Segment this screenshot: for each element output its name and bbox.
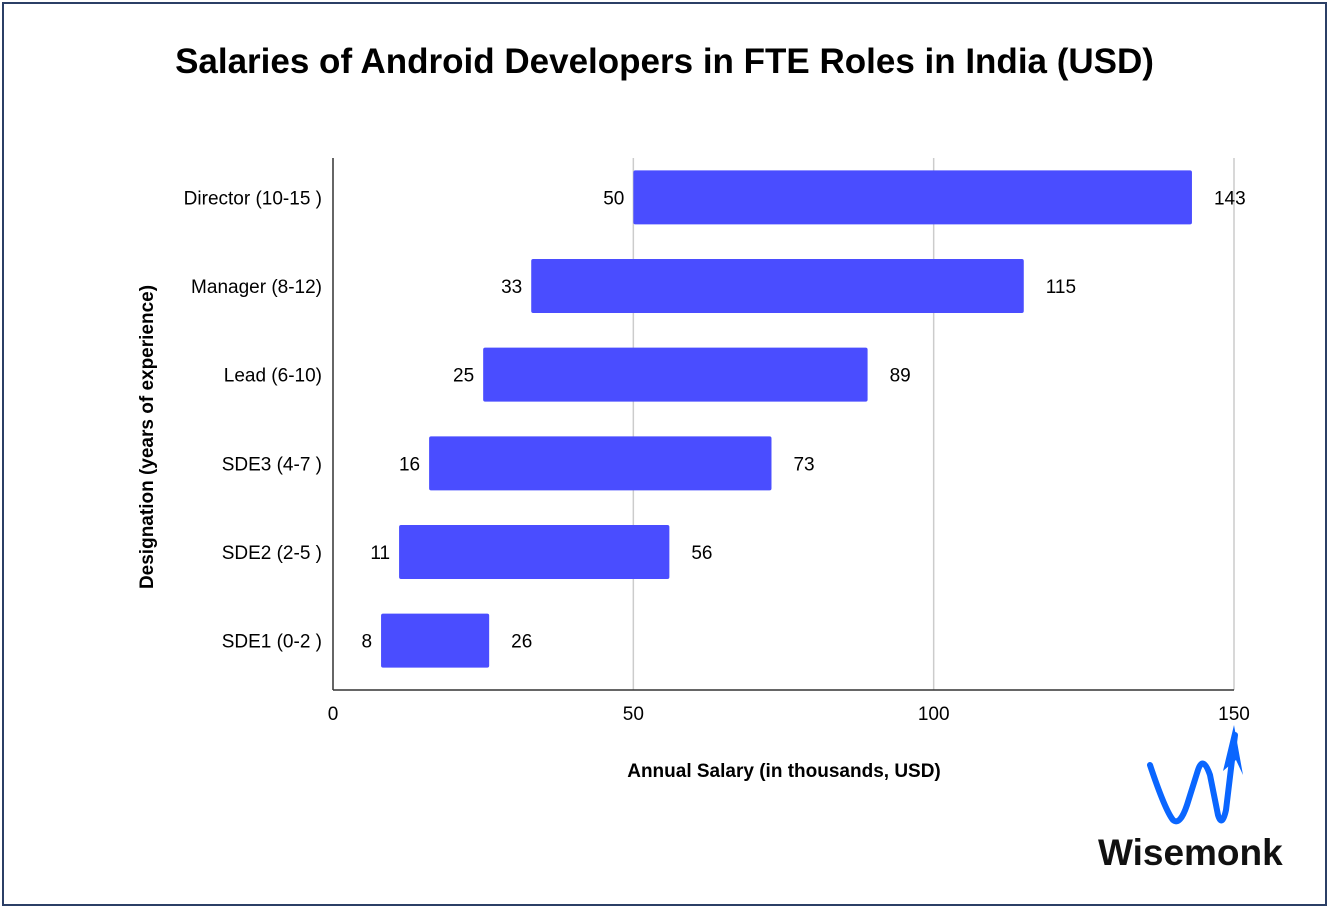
max-data-label: 26 <box>511 632 532 653</box>
bar <box>429 436 772 491</box>
logo-text: Wisemonk <box>1098 832 1283 873</box>
min-data-label: 11 <box>370 543 390 564</box>
chart-title: Salaries of Android Developers in FTE Ro… <box>175 42 1154 81</box>
min-data-label: 8 <box>361 632 372 653</box>
bar <box>531 259 1024 313</box>
y-category-label: SDE3 (4-7 ) <box>222 454 322 475</box>
x-tick-label: 0 <box>328 704 339 725</box>
min-data-label: 16 <box>399 454 420 475</box>
max-data-label: 143 <box>1214 188 1246 209</box>
y-axis-title: Designation (years of experience) <box>137 285 158 589</box>
max-data-label: 115 <box>1046 277 1076 298</box>
y-category-label: SDE2 (2-5 ) <box>222 543 322 564</box>
max-data-label: 56 <box>691 543 712 564</box>
max-data-label: 73 <box>793 454 814 475</box>
y-category-label: Manager (8-12) <box>191 277 322 298</box>
max-data-label: 89 <box>890 366 911 387</box>
x-tick-label: 100 <box>918 704 950 725</box>
y-category-label: SDE1 (0-2 ) <box>222 632 322 653</box>
bar <box>633 170 1192 225</box>
min-data-label: 50 <box>603 188 624 209</box>
y-category-label: Lead (6-10) <box>224 366 322 387</box>
x-tick-label: 150 <box>1218 704 1250 725</box>
x-axis-title: Annual Salary (in thousands, USD) <box>627 761 941 782</box>
x-tick-label: 50 <box>623 704 644 725</box>
bar <box>399 525 670 579</box>
bar <box>381 613 490 668</box>
min-data-label: 33 <box>501 277 522 298</box>
min-data-label: 25 <box>453 366 474 387</box>
y-category-label: Director (10-15 ) <box>184 188 322 209</box>
bar <box>483 347 868 402</box>
